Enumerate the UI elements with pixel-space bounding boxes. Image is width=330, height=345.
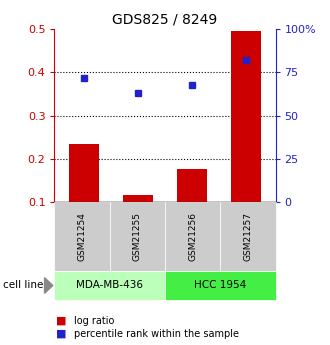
Text: GDS825 / 8249: GDS825 / 8249 (113, 12, 217, 26)
Bar (123, 195, 153, 202)
Text: cell line: cell line (3, 280, 44, 290)
Text: GSM21255: GSM21255 (133, 212, 142, 261)
Text: GSM21254: GSM21254 (78, 212, 86, 261)
Bar (69, 144, 99, 202)
Text: GSM21257: GSM21257 (244, 212, 252, 261)
Polygon shape (45, 278, 53, 293)
Text: MDA-MB-436: MDA-MB-436 (76, 280, 143, 290)
Bar (177, 169, 207, 202)
Text: log ratio: log ratio (74, 316, 115, 326)
Text: HCC 1954: HCC 1954 (194, 280, 247, 290)
Text: ■: ■ (56, 316, 67, 326)
Text: GSM21256: GSM21256 (188, 212, 197, 261)
Text: percentile rank within the sample: percentile rank within the sample (74, 329, 239, 338)
Bar (231, 31, 261, 202)
Text: ■: ■ (56, 329, 67, 338)
